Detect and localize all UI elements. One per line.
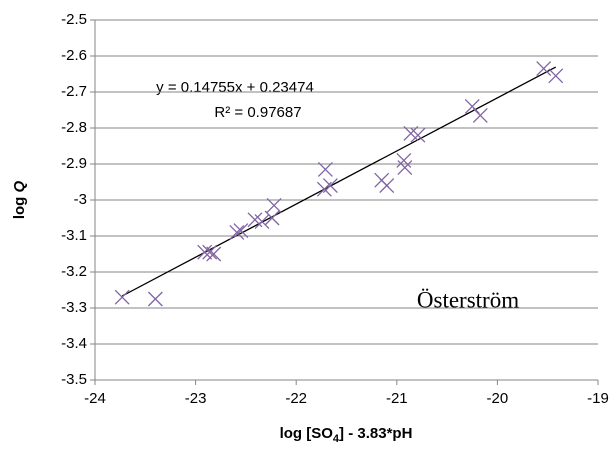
trend-equation: y = 0.14755x + 0.23474: [156, 79, 314, 96]
marker: [322, 178, 338, 194]
marker: [197, 244, 213, 260]
r-squared: R² = 0.97687: [214, 104, 301, 121]
annotation: Österström: [417, 287, 519, 312]
marker: [410, 127, 426, 143]
y-tick-label: -2.9: [61, 155, 87, 172]
marker: [147, 291, 163, 307]
marker: [548, 68, 564, 84]
x-tick-label: -20: [487, 390, 509, 407]
y-tick-label: -2.5: [61, 11, 87, 28]
marker: [379, 178, 395, 194]
y-tick-label: -3: [74, 191, 87, 208]
marker: [472, 107, 488, 123]
x-title-sub: 4: [333, 433, 340, 445]
marker: [266, 197, 282, 213]
marker: [114, 289, 130, 305]
y-tick-label: -2.6: [61, 47, 87, 64]
marker: [229, 224, 245, 240]
y-tick-label: -3.5: [61, 371, 87, 388]
y-tick-label: -3.3: [61, 299, 87, 316]
x-tick-label: -21: [386, 390, 408, 407]
x-tick-label: -22: [285, 390, 307, 407]
marker: [317, 161, 333, 177]
x-tick-label: -24: [84, 390, 106, 407]
marker: [254, 214, 270, 230]
x-title-part: log [SO: [280, 425, 334, 442]
marker: [233, 223, 249, 239]
marker: [464, 98, 480, 114]
y-tick-label: -3.4: [61, 335, 87, 352]
y-title-part: log: [11, 193, 28, 220]
y-tick-label: -2.7: [61, 83, 87, 100]
marker: [202, 244, 218, 260]
trendline: [121, 66, 557, 297]
x-tick-label: -19: [587, 390, 609, 407]
marker: [206, 246, 222, 262]
marker: [397, 160, 413, 176]
marker: [536, 61, 552, 77]
x-tick-label: -23: [185, 390, 207, 407]
y-title-italic: Q: [11, 181, 28, 193]
y-axis-title: log Q: [11, 181, 28, 220]
y-tick-label: -3.2: [61, 263, 87, 280]
x-title-part: ] - 3.83*pH: [339, 425, 412, 442]
x-axis-title: log [SO4] - 3.83*pH: [280, 425, 413, 445]
marker: [396, 152, 412, 168]
marker: [264, 210, 280, 226]
y-tick-label: -2.8: [61, 119, 87, 136]
y-tick-label: -3.1: [61, 227, 87, 244]
